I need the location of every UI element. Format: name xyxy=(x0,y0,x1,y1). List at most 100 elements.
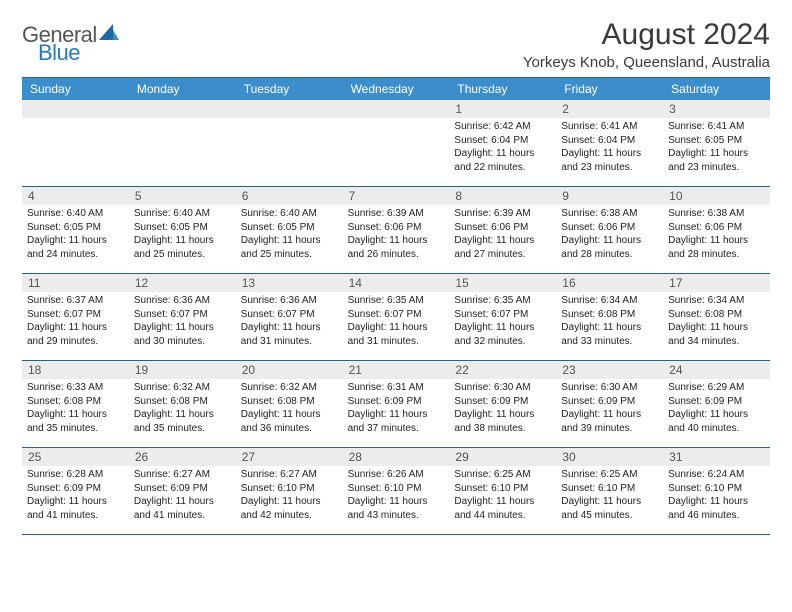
day-info: Sunrise: 6:35 AMSunset: 6:07 PMDaylight:… xyxy=(449,292,556,352)
week-row: 25Sunrise: 6:28 AMSunset: 6:09 PMDayligh… xyxy=(22,448,770,535)
day-number: 26 xyxy=(129,448,236,466)
day-number xyxy=(129,100,236,118)
daylight-line-2: and 22 minutes. xyxy=(454,161,551,175)
daylight-line-1: Daylight: 11 hours xyxy=(134,321,231,335)
daylight-line-1: Daylight: 11 hours xyxy=(454,321,551,335)
daylight-line-1: Daylight: 11 hours xyxy=(668,321,765,335)
daylight-line-1: Daylight: 11 hours xyxy=(27,321,124,335)
dayhead-label: Tuesday xyxy=(236,78,343,100)
day-number: 23 xyxy=(556,361,663,379)
day-number: 13 xyxy=(236,274,343,292)
daylight-line-1: Daylight: 11 hours xyxy=(241,495,338,509)
sunrise-line: Sunrise: 6:34 AM xyxy=(561,294,658,308)
day-cell: 1Sunrise: 6:42 AMSunset: 6:04 PMDaylight… xyxy=(449,100,556,186)
daylight-line-2: and 35 minutes. xyxy=(27,422,124,436)
sunset-line: Sunset: 6:07 PM xyxy=(27,308,124,322)
day-number: 19 xyxy=(129,361,236,379)
sunset-line: Sunset: 6:09 PM xyxy=(134,482,231,496)
daylight-line-2: and 24 minutes. xyxy=(27,248,124,262)
day-number: 16 xyxy=(556,274,663,292)
sunset-line: Sunset: 6:07 PM xyxy=(241,308,338,322)
sunset-line: Sunset: 6:06 PM xyxy=(561,221,658,235)
daylight-line-2: and 26 minutes. xyxy=(348,248,445,262)
day-cell: 29Sunrise: 6:25 AMSunset: 6:10 PMDayligh… xyxy=(449,448,556,534)
day-number: 20 xyxy=(236,361,343,379)
day-number: 15 xyxy=(449,274,556,292)
day-info: Sunrise: 6:27 AMSunset: 6:09 PMDaylight:… xyxy=(129,466,236,526)
dayhead-label: Monday xyxy=(129,78,236,100)
location-line: Yorkeys Knob, Queensland, Australia xyxy=(523,54,770,71)
sunset-line: Sunset: 6:08 PM xyxy=(561,308,658,322)
day-info: Sunrise: 6:34 AMSunset: 6:08 PMDaylight:… xyxy=(556,292,663,352)
day-number: 28 xyxy=(343,448,450,466)
day-number: 29 xyxy=(449,448,556,466)
sunset-line: Sunset: 6:05 PM xyxy=(134,221,231,235)
day-number: 5 xyxy=(129,187,236,205)
day-number: 24 xyxy=(663,361,770,379)
day-info: Sunrise: 6:38 AMSunset: 6:06 PMDaylight:… xyxy=(556,205,663,265)
sunset-line: Sunset: 6:07 PM xyxy=(454,308,551,322)
sunrise-line: Sunrise: 6:42 AM xyxy=(454,120,551,134)
daylight-line-2: and 28 minutes. xyxy=(668,248,765,262)
day-info: Sunrise: 6:31 AMSunset: 6:09 PMDaylight:… xyxy=(343,379,450,439)
dayhead-label: Wednesday xyxy=(343,78,450,100)
daylight-line-2: and 27 minutes. xyxy=(454,248,551,262)
day-number: 2 xyxy=(556,100,663,118)
day-info: Sunrise: 6:30 AMSunset: 6:09 PMDaylight:… xyxy=(449,379,556,439)
day-info: Sunrise: 6:32 AMSunset: 6:08 PMDaylight:… xyxy=(236,379,343,439)
sunrise-line: Sunrise: 6:27 AM xyxy=(134,468,231,482)
daylight-line-1: Daylight: 11 hours xyxy=(454,495,551,509)
sunrise-line: Sunrise: 6:25 AM xyxy=(454,468,551,482)
day-number: 1 xyxy=(449,100,556,118)
sunrise-line: Sunrise: 6:24 AM xyxy=(668,468,765,482)
daylight-line-1: Daylight: 11 hours xyxy=(561,234,658,248)
sunrise-line: Sunrise: 6:32 AM xyxy=(241,381,338,395)
daylight-line-1: Daylight: 11 hours xyxy=(241,321,338,335)
day-info: Sunrise: 6:42 AMSunset: 6:04 PMDaylight:… xyxy=(449,118,556,178)
sunrise-line: Sunrise: 6:39 AM xyxy=(454,207,551,221)
day-info: Sunrise: 6:40 AMSunset: 6:05 PMDaylight:… xyxy=(129,205,236,265)
daylight-line-2: and 30 minutes. xyxy=(134,335,231,349)
daylight-line-2: and 31 minutes. xyxy=(348,335,445,349)
day-number: 31 xyxy=(663,448,770,466)
day-info: Sunrise: 6:39 AMSunset: 6:06 PMDaylight:… xyxy=(449,205,556,265)
sunrise-line: Sunrise: 6:39 AM xyxy=(348,207,445,221)
day-cell: 27Sunrise: 6:27 AMSunset: 6:10 PMDayligh… xyxy=(236,448,343,534)
day-number: 9 xyxy=(556,187,663,205)
day-cell: 28Sunrise: 6:26 AMSunset: 6:10 PMDayligh… xyxy=(343,448,450,534)
daylight-line-1: Daylight: 11 hours xyxy=(454,234,551,248)
daylight-line-1: Daylight: 11 hours xyxy=(668,495,765,509)
sunset-line: Sunset: 6:08 PM xyxy=(668,308,765,322)
calendar: Sunday Monday Tuesday Wednesday Thursday… xyxy=(22,77,770,535)
daylight-line-1: Daylight: 11 hours xyxy=(668,147,765,161)
day-info: Sunrise: 6:25 AMSunset: 6:10 PMDaylight:… xyxy=(449,466,556,526)
daylight-line-1: Daylight: 11 hours xyxy=(348,408,445,422)
day-info: Sunrise: 6:39 AMSunset: 6:06 PMDaylight:… xyxy=(343,205,450,265)
day-cell: 4Sunrise: 6:40 AMSunset: 6:05 PMDaylight… xyxy=(22,187,129,273)
daylight-line-2: and 43 minutes. xyxy=(348,509,445,523)
header: General August 2024 Yorkeys Knob, Queens… xyxy=(22,18,770,71)
sunset-line: Sunset: 6:06 PM xyxy=(348,221,445,235)
day-cell: 6Sunrise: 6:40 AMSunset: 6:05 PMDaylight… xyxy=(236,187,343,273)
day-number: 18 xyxy=(22,361,129,379)
day-number: 8 xyxy=(449,187,556,205)
dayhead-label: Thursday xyxy=(449,78,556,100)
day-info: Sunrise: 6:30 AMSunset: 6:09 PMDaylight:… xyxy=(556,379,663,439)
daylight-line-2: and 46 minutes. xyxy=(668,509,765,523)
daylight-line-1: Daylight: 11 hours xyxy=(454,147,551,161)
daylight-line-1: Daylight: 11 hours xyxy=(668,234,765,248)
day-number: 27 xyxy=(236,448,343,466)
day-cell: 26Sunrise: 6:27 AMSunset: 6:09 PMDayligh… xyxy=(129,448,236,534)
daylight-line-2: and 39 minutes. xyxy=(561,422,658,436)
sunset-line: Sunset: 6:08 PM xyxy=(241,395,338,409)
day-cell xyxy=(129,100,236,186)
sunset-line: Sunset: 6:09 PM xyxy=(454,395,551,409)
sunset-line: Sunset: 6:04 PM xyxy=(454,134,551,148)
day-info: Sunrise: 6:33 AMSunset: 6:08 PMDaylight:… xyxy=(22,379,129,439)
sunrise-line: Sunrise: 6:32 AM xyxy=(134,381,231,395)
sunset-line: Sunset: 6:06 PM xyxy=(668,221,765,235)
dayhead-label: Friday xyxy=(556,78,663,100)
day-cell: 20Sunrise: 6:32 AMSunset: 6:08 PMDayligh… xyxy=(236,361,343,447)
day-cell: 14Sunrise: 6:35 AMSunset: 6:07 PMDayligh… xyxy=(343,274,450,360)
daylight-line-2: and 29 minutes. xyxy=(27,335,124,349)
